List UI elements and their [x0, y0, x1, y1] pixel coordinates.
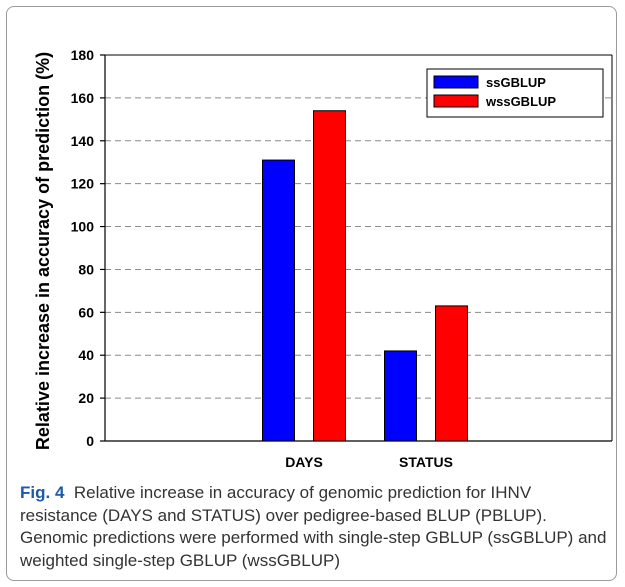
bar — [384, 350, 417, 442]
y-tick-label: 60 — [78, 304, 94, 320]
x-tick-label: DAYS — [285, 454, 323, 470]
legend-swatch — [433, 75, 479, 89]
figure-label: Fig. 4 — [20, 483, 65, 502]
y-tick-label: 80 — [78, 261, 94, 277]
bar — [435, 305, 468, 442]
y-tick-label: 140 — [71, 133, 95, 149]
plot-area: 0 20 40 60 80 100 120 140 160 180 DAYS STATUS — [71, 47, 613, 470]
bar-chart: 0 20 40 60 80 100 120 140 160 180 DAYS STATUS Relat… — [33, 47, 613, 470]
legend-swatch — [433, 94, 479, 108]
bar — [262, 159, 295, 442]
legend: ssGBLUP wssGBLUP — [426, 68, 604, 118]
y-tick-label: 100 — [71, 219, 95, 235]
x-tick-label: STATUS — [399, 454, 453, 470]
y-tick-label: 180 — [71, 47, 95, 63]
caption-text: Relative increase in accuracy of genomic… — [20, 483, 607, 570]
bar — [313, 110, 346, 442]
figure-caption: Fig. 4 Relative increase in accuracy of … — [20, 482, 610, 572]
legend-label: wssGBLUP — [485, 94, 556, 109]
y-tick-label: 120 — [71, 176, 95, 192]
y-tick-label: 0 — [86, 433, 94, 449]
y-tick-label: 160 — [71, 90, 95, 106]
y-tick-label: 20 — [78, 390, 94, 406]
y-axis-title: Relative increase in accuracy of predict… — [33, 52, 53, 450]
y-tick-label: 40 — [78, 347, 94, 363]
legend-label: ssGBLUP — [486, 75, 546, 90]
